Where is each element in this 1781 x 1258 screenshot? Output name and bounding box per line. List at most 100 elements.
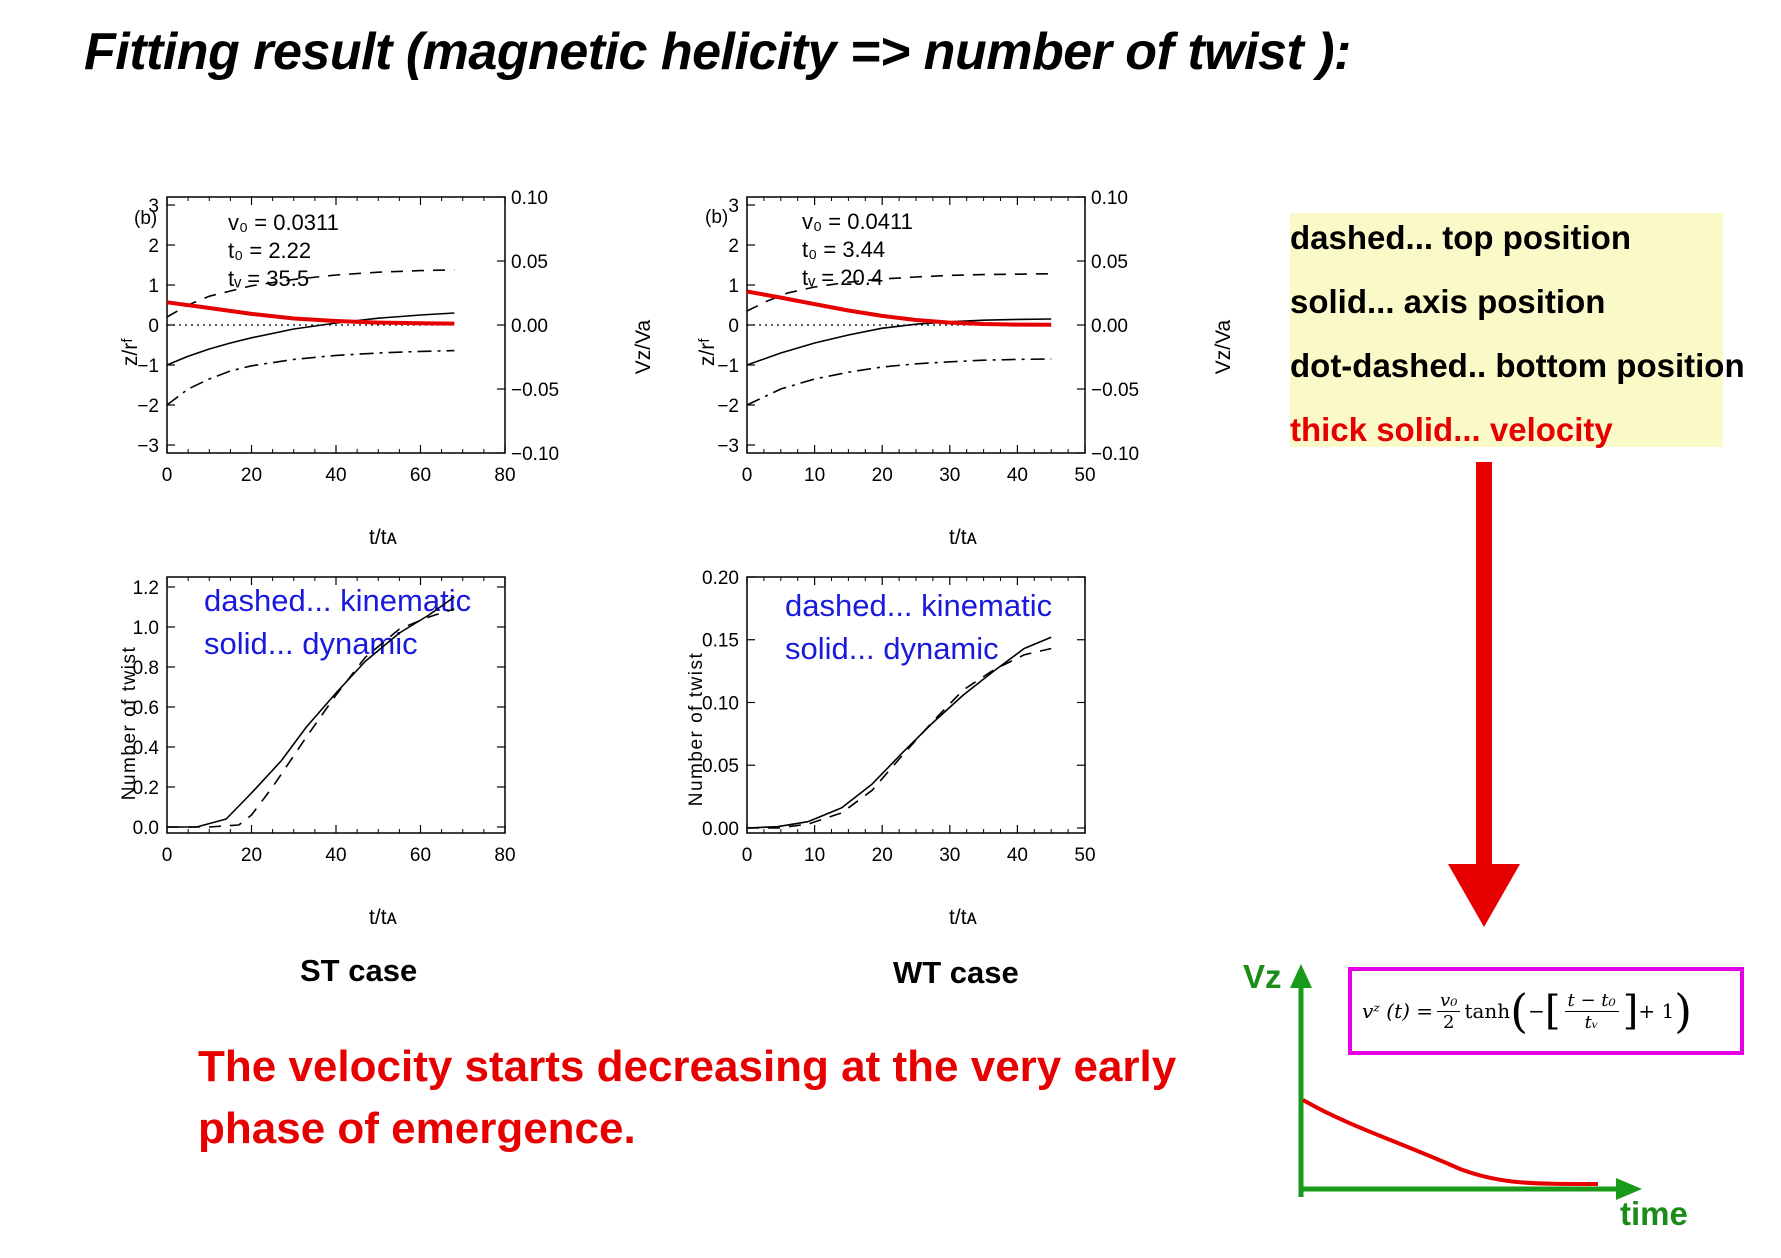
formula-tail: + 1 [1638,999,1675,1023]
y-axis-label: z/rᶠ [119,338,142,366]
y-tick-label: 0.05 [702,756,739,777]
y-tick-label: 0.10 [702,693,739,714]
y2-tick-label: −0.10 [511,444,559,465]
y-tick-label: 0.8 [133,658,159,679]
y-axis-label: z/rᶠ [696,338,719,366]
x-axis-label: t/tᴀ [949,906,978,929]
x-tick-label: 20 [241,465,262,486]
sketch-x-label: time [1620,1195,1688,1232]
y2-tick-label: 0.00 [511,316,548,337]
y2-tick-label: 0.05 [1091,252,1128,273]
y-tick-label: −3 [717,436,739,457]
x-tick-label: 40 [325,465,346,486]
x-axis-label: t/tᴀ [949,526,978,549]
y2-tick-label: 0.10 [511,188,548,209]
formula-frac2-den: tᵥ [1584,1011,1599,1033]
formula-close-paren: ) [1674,984,1693,1038]
y-tick-label: 0.00 [702,819,739,840]
kinematic-note: dashed... kinematic [204,583,471,618]
legend-dotdashed: dot-dashed.. bottom position [1290,347,1745,384]
y2-tick-label: −0.05 [1091,380,1139,401]
y2-tick-label: −0.10 [1091,444,1139,465]
st-bottom-chart: dashed... kinematic solid... dynamic t/t… [119,576,516,929]
x-tick-label: 0 [742,845,753,866]
x-tick-label: 60 [410,845,431,866]
y-tick-label: 1.0 [133,618,159,639]
formula-minus: − [1528,999,1545,1023]
formula-frac-t: t − t₀ tᵥ [1564,990,1619,1033]
conclusion-line-1: The velocity starts decreasing at the ve… [198,1042,1177,1091]
y-tick-label: 0 [728,316,739,337]
x-tick-label: 20 [872,845,893,866]
y-tick-label: 3 [728,196,739,217]
y2-tick-label: 0.10 [1091,188,1128,209]
conclusion-text: The velocity starts decreasing at the ve… [198,1036,1198,1160]
x-tick-label: 30 [939,845,960,866]
legend-solid: solid... axis position [1290,283,1606,320]
st-case-label: ST case [300,953,418,988]
formula-frac1-den: 2 [1443,1011,1455,1033]
x-tick-label: 20 [241,845,262,866]
param-v0: v₀ = 0.0411 [802,209,913,234]
x-axis-label: t/tᴀ [369,906,398,929]
sketch-x-arrowhead [1616,1178,1642,1200]
y2-tick-label: −0.05 [511,380,559,401]
velocity-formula: vᶻ (t) = v₀ 2 tanh ( − [ t − t₀ tᵥ ] + 1… [1348,967,1744,1055]
formula-func: tanh [1464,999,1511,1023]
x-tick-label: 80 [494,845,515,866]
x-tick-label: 10 [804,845,825,866]
down-arrow-icon [1448,462,1520,927]
formula-close-bracket: ] [1622,988,1639,1034]
x-tick-label: 30 [939,465,960,486]
y-tick-label: 0 [148,316,159,337]
x-tick-label: 60 [410,465,431,486]
y-tick-label: −2 [137,396,159,417]
x-tick-label: 40 [1007,845,1028,866]
y-tick-label: 0.0 [133,818,159,839]
series-dotdashed-line [166,349,455,406]
y-tick-label: −3 [137,436,159,457]
slide-title: Fitting result (magnetic helicity => num… [84,23,1351,81]
x-tick-label: 80 [494,465,515,486]
y-tick-label: 1 [728,276,739,297]
x-tick-label: 50 [1074,465,1095,486]
series-solid-line [167,596,455,828]
formula-lhs: vᶻ (t) = [1362,999,1434,1023]
wt-case-label: WT case [893,955,1019,990]
y-tick-label: −2 [717,396,739,417]
param-tw: tᵥ = 20.4 [802,265,883,290]
panel-label: (b) [134,208,157,229]
x-tick-label: 10 [804,465,825,486]
y-tick-label: 0.4 [133,738,160,759]
y-tick-label: 2 [148,236,159,257]
formula-frac-v0: v₀ 2 [1437,990,1461,1033]
y-tick-label: 0.6 [133,698,159,719]
y2-tick-label: 0.05 [511,252,548,273]
series-dotdashed-line [746,358,1052,406]
wt-top-chart: (b) v₀ = 0.0411 t₀ = 3.44 tᵥ = 20.4 t/tᴀ… [696,188,1235,549]
y-tick-label: 2 [728,236,739,257]
series-solid-line [746,636,1052,829]
dynamic-note: solid... dynamic [785,631,999,666]
y2-axis-label: Vz/Va [1212,319,1235,374]
series-thick-line [166,300,455,326]
formula-open-bracket: [ [1544,988,1561,1034]
velocity-sketch [1290,964,1642,1200]
y-tick-label: −1 [137,356,159,377]
x-tick-label: 0 [162,845,173,866]
x-tick-label: 40 [325,845,346,866]
series-dashed-line [746,273,1052,312]
legend-thick: thick solid... velocity [1290,411,1613,448]
x-tick-label: 40 [1007,465,1028,486]
formula-open-paren: ( [1510,984,1529,1038]
x-tick-label: 20 [872,465,893,486]
y-tick-label: 0.20 [702,568,739,589]
series-dashed-line [747,647,1052,829]
wt-bottom-chart: dashed... kinematic solid... dynamic t/t… [686,568,1096,929]
y-axis-label: Number of twist [686,652,707,806]
y2-tick-label: 0.00 [1091,316,1128,337]
st-top-chart: (b) v₀ = 0.0311 t₀ = 2.22 tᵥ = 35.5 t/tᴀ… [119,188,655,549]
sketch-velocity-curve [1302,1098,1599,1186]
x-tick-label: 0 [742,465,753,486]
series-solid-line [166,312,455,366]
